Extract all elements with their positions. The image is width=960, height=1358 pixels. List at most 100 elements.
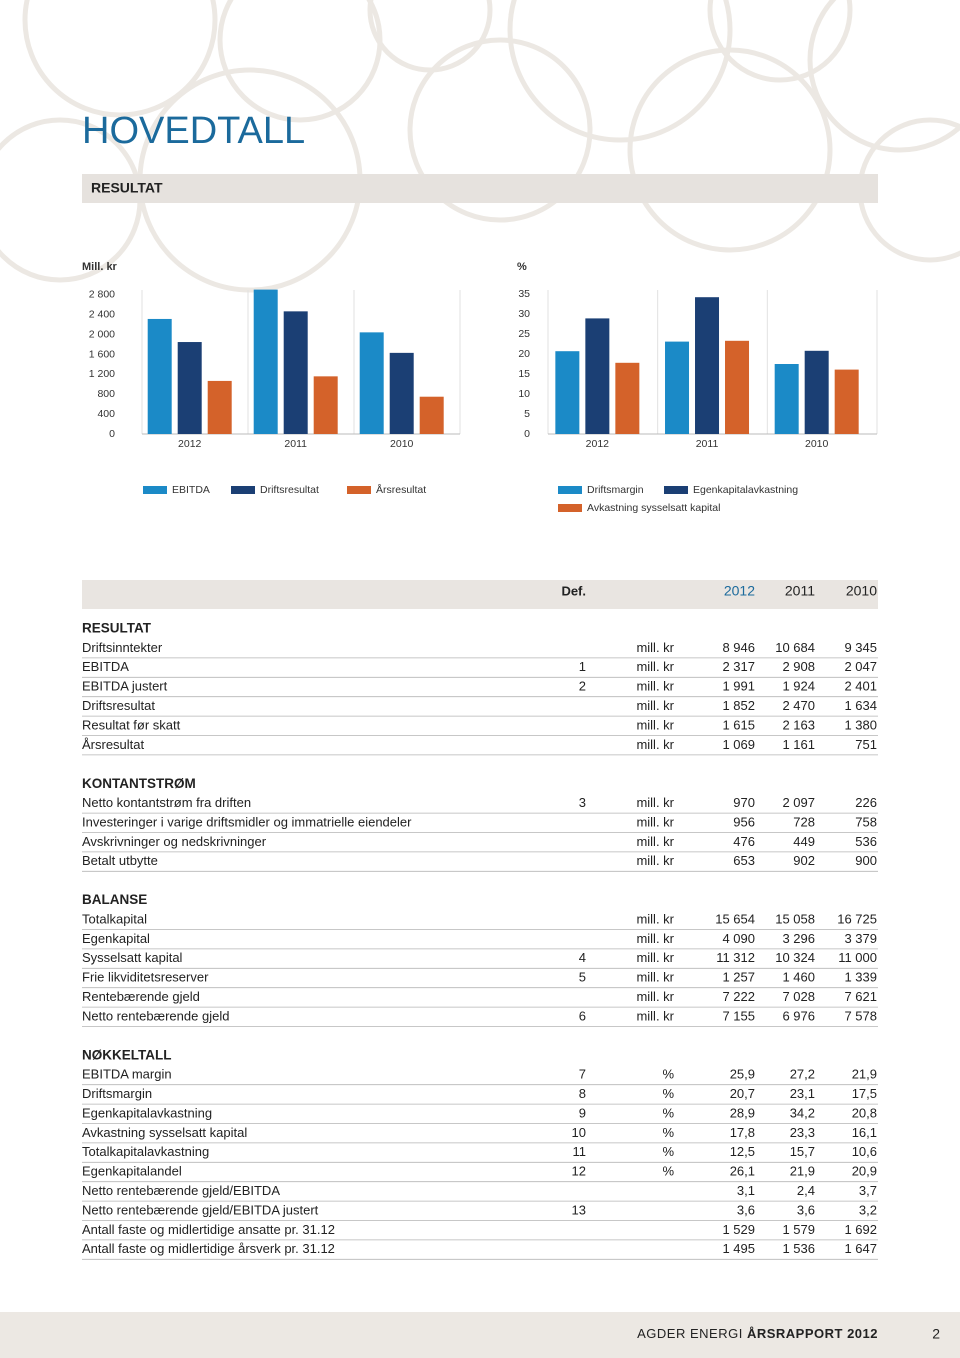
row-value: 1 991 (722, 679, 755, 694)
bar (774, 364, 799, 434)
row-label: EBITDA justert (82, 679, 168, 694)
row-unit: mill. kr (636, 679, 674, 694)
row-value: 902 (793, 853, 815, 868)
row-label: Sysselsatt kapital (82, 950, 183, 965)
row-unit: mill. kr (636, 989, 674, 1004)
row-label: Totalkapital (82, 911, 147, 926)
row-unit: mill. kr (636, 970, 674, 985)
row-value: 23,1 (790, 1086, 815, 1101)
row-value: 3 296 (782, 931, 815, 946)
row-value: 7 578 (844, 1008, 877, 1023)
y-tick-label: 1 200 (89, 368, 115, 380)
row-value: 11 000 (838, 950, 877, 965)
page-number: 2 (932, 1326, 940, 1342)
y-tick-label: 0 (109, 428, 115, 440)
row-label: Netto kontantstrøm fra driften (82, 795, 251, 810)
row-value: 900 (855, 853, 877, 868)
row-def: 11 (573, 1144, 587, 1159)
bar (359, 332, 384, 434)
y-tick-label: 20 (518, 348, 530, 360)
row-value: 476 (733, 834, 755, 849)
row-value: 3,6 (737, 1202, 755, 1217)
row-value: 17,8 (730, 1125, 755, 1140)
page-title: HOVEDTALL (82, 110, 305, 152)
row-label: Antall faste og midlertidige ansatte pr.… (82, 1222, 335, 1237)
legend-swatch (558, 486, 582, 494)
bar (615, 362, 640, 434)
row-label: Antall faste og midlertidige årsverk pr.… (82, 1241, 335, 1256)
bar (253, 289, 278, 434)
row-value: 10 324 (775, 950, 815, 965)
row-unit: mill. kr (636, 640, 674, 655)
row-value: 21,9 (852, 1067, 877, 1082)
row-value: 3,2 (859, 1202, 877, 1217)
row-value: 1 615 (722, 717, 755, 732)
y-tick-label: 2 800 (89, 289, 115, 301)
row-unit: % (662, 1105, 674, 1120)
row-unit: % (662, 1086, 674, 1101)
legend-swatch (231, 486, 255, 494)
row-label: Netto rentebærende gjeld (82, 1008, 229, 1023)
row-unit: mill. kr (636, 717, 674, 732)
y-axis-label: Mill. kr (82, 261, 118, 273)
y-tick-label: 0 (524, 428, 530, 440)
bar (283, 311, 308, 434)
row-def: 2 (579, 679, 586, 694)
row-value: 6 976 (782, 1008, 815, 1023)
row-def: 6 (579, 1008, 586, 1023)
row-value: 956 (733, 814, 755, 829)
row-value: 16 725 (837, 911, 877, 926)
row-value: 2 317 (722, 659, 755, 674)
y-tick-label: 1 600 (89, 348, 115, 360)
row-def: 9 (579, 1105, 586, 1120)
row-value: 3,1 (737, 1183, 755, 1198)
row-unit: mill. kr (636, 931, 674, 946)
row-value: 1 069 (722, 737, 755, 752)
footer-text: AGDER ENERGI ÅRSRAPPORT 2012 (637, 1326, 878, 1341)
row-unit: mill. kr (636, 814, 674, 829)
row-label: Driftsinntekter (82, 640, 163, 655)
row-value: 28,9 (730, 1105, 755, 1120)
row-value: 3,6 (797, 1202, 815, 1217)
row-value: 1 579 (782, 1222, 815, 1237)
legend-label: Egenkapitalavkastning (693, 484, 798, 496)
bar (147, 318, 172, 434)
y-tick-label: 2 000 (89, 328, 115, 340)
row-def: 13 (572, 1202, 586, 1217)
y-tick-label: 800 (97, 388, 115, 400)
row-value: 4 090 (722, 931, 755, 946)
row-unit: mill. kr (636, 1008, 674, 1023)
row-value: 2 097 (782, 795, 815, 810)
row-value: 1 460 (782, 970, 815, 985)
row-label: Egenkapitalandel (82, 1164, 182, 1179)
table-section-title: RESULTAT (82, 621, 152, 636)
row-unit: mill. kr (636, 737, 674, 752)
row-value: 8 946 (722, 640, 755, 655)
row-value: 27,2 (790, 1067, 815, 1082)
bar (313, 376, 338, 434)
y-tick-label: 30 (518, 308, 530, 320)
row-label: Årsresultat (82, 737, 145, 752)
row-value: 7 621 (844, 989, 877, 1004)
row-unit: mill. kr (636, 911, 674, 926)
section-band (82, 174, 878, 203)
year-header: 2010 (846, 583, 877, 599)
x-tick-label: 2011 (284, 438, 307, 450)
row-value: 3 379 (844, 931, 877, 946)
def-header: Def. (561, 583, 586, 598)
row-value: 15,7 (790, 1144, 815, 1159)
row-label: Netto rentebærende gjeld/EBITDA (82, 1183, 280, 1198)
row-label: Betalt utbytte (82, 853, 158, 868)
row-value: 1 536 (782, 1241, 815, 1256)
row-value: 1 257 (722, 970, 755, 985)
row-unit: mill. kr (636, 659, 674, 674)
x-tick-label: 2010 (805, 438, 829, 450)
row-value: 2 047 (844, 659, 877, 674)
row-label: Totalkapitalavkastning (82, 1144, 209, 1159)
row-value: 20,9 (852, 1164, 877, 1179)
legend-swatch (347, 486, 371, 494)
section-title: RESULTAT (91, 180, 163, 196)
row-value: 2 401 (844, 679, 877, 694)
row-label: EBITDA margin (82, 1067, 172, 1082)
legend-label: Driftsresultat (260, 484, 319, 496)
